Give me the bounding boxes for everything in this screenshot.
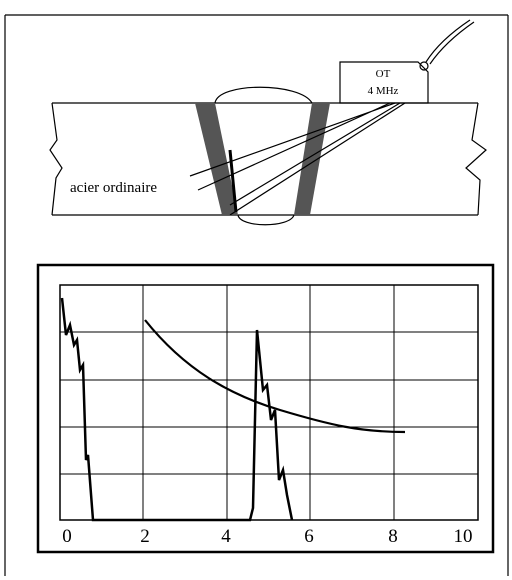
x-label: 0 (62, 526, 72, 547)
figure: OT 4 MHz acier ordinaire 0 2 4 6 8 10 (0, 0, 512, 580)
weld-diagram: OT 4 MHz acier ordinaire (50, 20, 486, 225)
x-label: 2 (140, 526, 150, 547)
probe-label: OT (376, 68, 391, 80)
scope (38, 265, 493, 552)
material-label: acier ordinaire (70, 180, 157, 196)
x-label: 4 (221, 526, 231, 547)
signal-trace (62, 298, 292, 520)
x-label: 6 (304, 526, 314, 547)
x-label: 8 (388, 526, 398, 547)
x-label: 10 (454, 526, 473, 547)
probe-frequency: 4 MHz (368, 85, 399, 97)
